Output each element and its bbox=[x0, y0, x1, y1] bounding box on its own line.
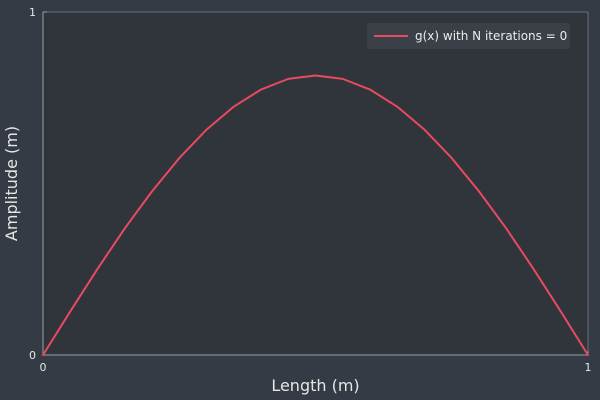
legend-label: g(x) with N iterations = 0 bbox=[415, 29, 567, 43]
legend: g(x) with N iterations = 0 bbox=[367, 23, 570, 49]
series-line bbox=[42, 74, 589, 356]
plot-area bbox=[43, 12, 588, 355]
x-axis-label: Length (m) bbox=[271, 376, 359, 395]
y-axis-label: Amplitude (m) bbox=[2, 126, 21, 241]
y-tick-label: 0 bbox=[29, 349, 36, 362]
x-tick-label: 1 bbox=[585, 361, 592, 374]
x-tick-label: 0 bbox=[40, 361, 47, 374]
legend-box bbox=[367, 23, 570, 49]
y-tick-label: 1 bbox=[29, 6, 36, 19]
